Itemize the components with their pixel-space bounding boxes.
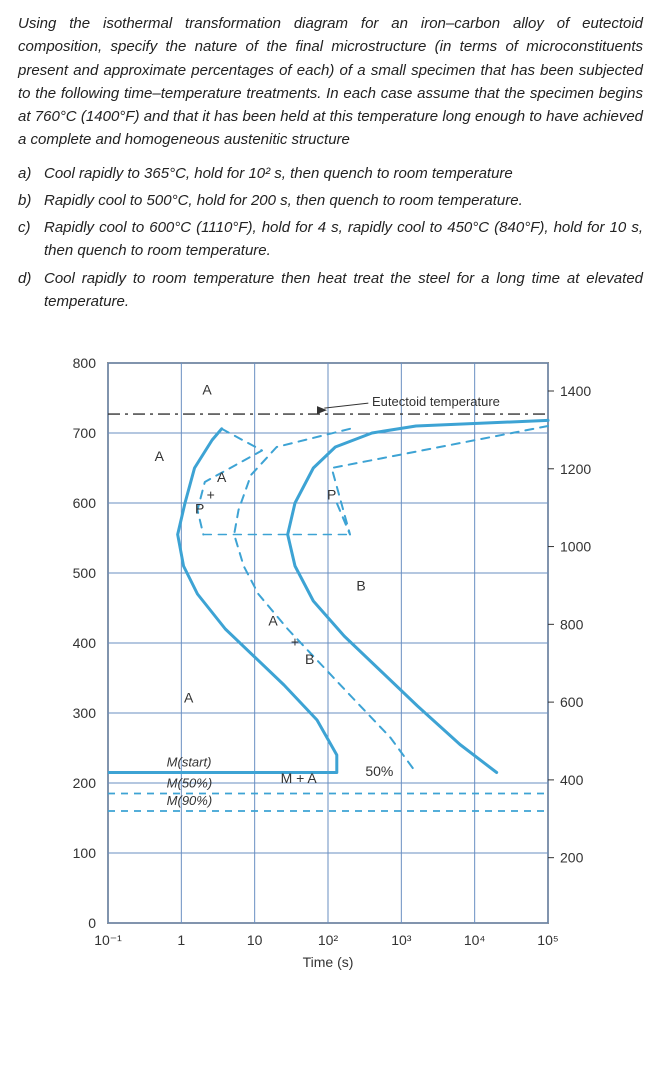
svg-text:1200: 1200	[560, 461, 591, 477]
option-c: c) Rapidly cool to 600°C (1110°F), hold …	[18, 216, 643, 263]
svg-text:500: 500	[73, 565, 97, 581]
svg-text:300: 300	[73, 705, 97, 721]
svg-text:10: 10	[247, 932, 263, 948]
option-c-text: Rapidly cool to 600°C (1110°F), hold for…	[44, 216, 643, 263]
svg-text:P: P	[327, 487, 336, 503]
svg-text:A: A	[184, 690, 194, 706]
svg-text:10⁴: 10⁴	[464, 932, 486, 948]
option-a-letter: a)	[18, 162, 44, 185]
option-b-text: Rapidly cool to 500°C, hold for 200 s, t…	[44, 189, 643, 212]
svg-text:600: 600	[73, 495, 97, 511]
option-b: b) Rapidly cool to 500°C, hold for 200 s…	[18, 189, 643, 212]
svg-text:200: 200	[73, 775, 97, 791]
svg-text:Time (s): Time (s)	[303, 954, 354, 970]
option-a-text: Cool rapidly to 365°C, hold for 10² s, t…	[44, 162, 643, 185]
option-d-text: Cool rapidly to room temperature then he…	[44, 267, 643, 314]
svg-text:M(start): M(start)	[167, 755, 212, 770]
svg-text:A: A	[268, 613, 278, 629]
svg-text:800: 800	[73, 355, 97, 371]
option-c-letter: c)	[18, 216, 44, 263]
svg-text:100: 100	[73, 845, 97, 861]
svg-text:10⁵: 10⁵	[537, 932, 558, 948]
options-list: a) Cool rapidly to 365°C, hold for 10² s…	[18, 162, 643, 314]
svg-text:10³: 10³	[391, 932, 412, 948]
svg-text:800: 800	[560, 616, 584, 632]
svg-text:10⁻¹: 10⁻¹	[94, 932, 122, 948]
svg-text:200: 200	[560, 850, 584, 866]
svg-text:B: B	[305, 651, 314, 667]
svg-text:600: 600	[560, 694, 584, 710]
svg-text:B: B	[356, 578, 365, 594]
ttt-diagram-chart: 10⁻¹ 1 10 10² 10³ 10⁴ 10⁵ 0 100 200 300 400 500 600 70…	[38, 343, 598, 983]
svg-text:A: A	[217, 469, 227, 485]
svg-text:A: A	[202, 382, 212, 398]
option-d-letter: d)	[18, 267, 44, 314]
svg-text:Eutectoid temperature: Eutectoid temperature	[372, 394, 500, 409]
option-b-letter: b)	[18, 189, 44, 212]
svg-text:A: A	[155, 448, 165, 464]
option-d: d) Cool rapidly to room temperature then…	[18, 267, 643, 314]
svg-text:Temperature (°F): Temperature (°F)	[597, 618, 598, 724]
svg-text:M + A: M + A	[281, 770, 318, 786]
svg-text:700: 700	[73, 425, 97, 441]
svg-text:1: 1	[177, 932, 185, 948]
svg-text:400: 400	[73, 635, 97, 651]
svg-text:+: +	[291, 634, 299, 650]
svg-text:0: 0	[88, 915, 96, 931]
svg-text:M(50%): M(50%)	[167, 776, 213, 791]
svg-text:1000: 1000	[560, 539, 591, 555]
svg-text:M(90%): M(90%)	[167, 793, 213, 808]
svg-text:+: +	[207, 487, 215, 503]
svg-text:10²: 10²	[318, 932, 339, 948]
svg-text:1400: 1400	[560, 383, 591, 399]
svg-text:P: P	[195, 501, 204, 517]
option-a: a) Cool rapidly to 365°C, hold for 10² s…	[18, 162, 643, 185]
svg-text:400: 400	[560, 772, 584, 788]
svg-text:50%: 50%	[365, 763, 393, 779]
intro-text: Using the isothermal transformation diag…	[18, 12, 643, 152]
